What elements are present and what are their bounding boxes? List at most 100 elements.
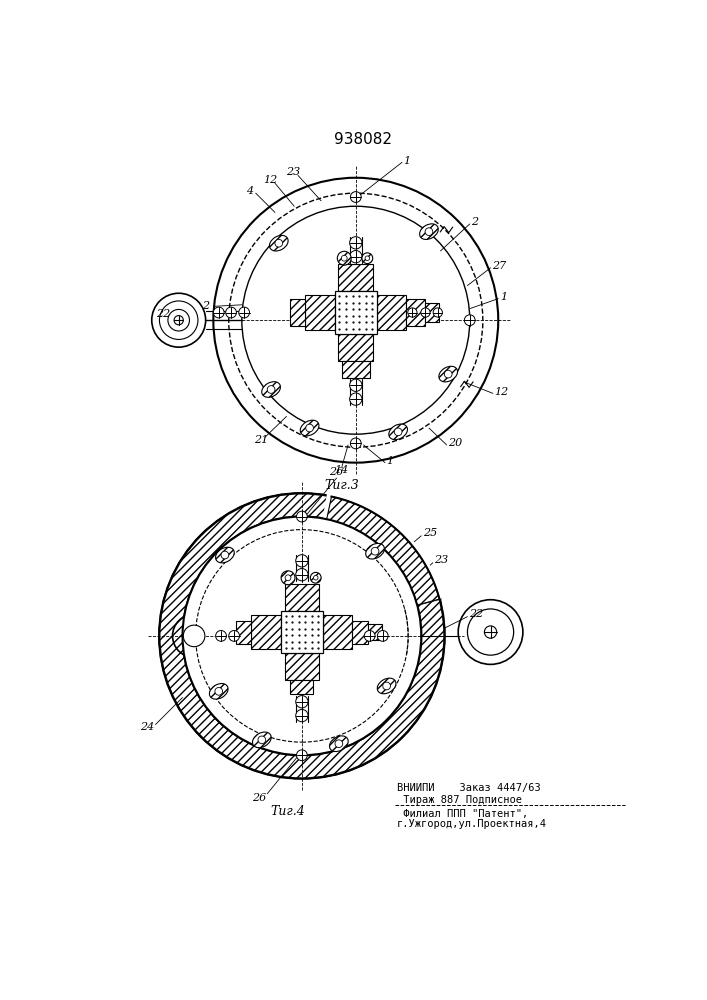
Circle shape	[433, 308, 443, 317]
Circle shape	[215, 687, 223, 695]
Circle shape	[350, 237, 362, 249]
Circle shape	[365, 256, 370, 260]
Text: 27: 27	[492, 261, 506, 271]
Bar	[236, 620, 252, 644]
Ellipse shape	[269, 235, 288, 251]
Text: 21: 21	[254, 435, 269, 445]
Circle shape	[173, 614, 216, 657]
Circle shape	[351, 192, 361, 202]
Circle shape	[160, 301, 198, 339]
Bar	[323, 615, 352, 649]
Text: 14: 14	[334, 465, 349, 475]
Circle shape	[229, 631, 240, 641]
Circle shape	[371, 547, 379, 555]
Circle shape	[296, 750, 308, 761]
Circle shape	[160, 493, 444, 778]
Text: 26: 26	[252, 793, 266, 803]
Wedge shape	[322, 492, 443, 605]
Text: 938082: 938082	[334, 132, 392, 147]
Circle shape	[350, 251, 362, 263]
Wedge shape	[327, 497, 440, 605]
Text: 2: 2	[472, 217, 479, 227]
Circle shape	[444, 370, 452, 378]
Text: Филиал ППП "Патент",: Филиал ППП "Патент",	[397, 809, 528, 819]
Bar	[352, 620, 368, 644]
Circle shape	[168, 309, 189, 331]
Circle shape	[310, 572, 321, 583]
Circle shape	[335, 740, 343, 748]
Ellipse shape	[439, 366, 457, 382]
Ellipse shape	[216, 547, 234, 563]
Text: г.Ужгород,ул.Проектная,4: г.Ужгород,ул.Проектная,4	[397, 819, 547, 829]
Text: 1: 1	[404, 156, 411, 166]
Circle shape	[296, 709, 308, 722]
Ellipse shape	[252, 732, 271, 748]
Text: ВНИИПИ    Заказ 4447/63: ВНИИПИ Заказ 4447/63	[397, 783, 540, 793]
Circle shape	[313, 576, 318, 580]
Bar	[290, 299, 305, 326]
Circle shape	[458, 600, 523, 664]
Circle shape	[275, 239, 283, 247]
Text: Τиг.3: Τиг.3	[325, 479, 359, 492]
Circle shape	[229, 193, 483, 447]
Circle shape	[337, 251, 351, 265]
Text: 20: 20	[448, 438, 462, 448]
Text: 25: 25	[423, 528, 437, 538]
Circle shape	[305, 424, 313, 432]
Ellipse shape	[209, 684, 228, 699]
Circle shape	[182, 517, 421, 755]
Circle shape	[464, 315, 475, 326]
Circle shape	[239, 307, 250, 318]
Text: Тираж 887 Подписное: Тираж 887 Подписное	[397, 795, 522, 805]
Bar	[334, 291, 377, 334]
Text: 23: 23	[434, 555, 448, 565]
Circle shape	[364, 631, 375, 641]
Circle shape	[382, 682, 390, 690]
Text: 4: 4	[246, 186, 253, 196]
Bar	[342, 361, 370, 378]
Ellipse shape	[378, 678, 396, 694]
Circle shape	[214, 307, 224, 318]
Circle shape	[350, 379, 362, 391]
Bar	[377, 295, 407, 330]
Bar	[291, 680, 313, 694]
Circle shape	[226, 307, 236, 318]
Text: 26: 26	[329, 467, 343, 477]
Text: 1: 1	[500, 292, 507, 302]
Ellipse shape	[262, 382, 281, 397]
Circle shape	[350, 393, 362, 405]
Bar	[426, 303, 439, 322]
Circle shape	[152, 293, 206, 347]
Bar	[368, 624, 382, 640]
Ellipse shape	[366, 543, 385, 559]
Circle shape	[362, 253, 373, 264]
Bar	[339, 334, 373, 361]
Circle shape	[351, 438, 361, 449]
Circle shape	[421, 308, 430, 317]
Circle shape	[216, 631, 226, 641]
Circle shape	[258, 736, 266, 744]
Bar	[407, 299, 426, 326]
Text: 1: 1	[387, 456, 394, 466]
Circle shape	[214, 178, 498, 463]
Circle shape	[395, 428, 402, 436]
Text: Τиг.4: Τиг.4	[271, 805, 305, 818]
Bar	[305, 295, 334, 330]
Ellipse shape	[389, 424, 407, 440]
Circle shape	[221, 551, 229, 559]
Bar	[281, 611, 323, 653]
Circle shape	[296, 555, 308, 567]
Bar	[285, 653, 319, 680]
Circle shape	[341, 255, 347, 261]
Circle shape	[296, 696, 308, 708]
Circle shape	[378, 631, 388, 641]
Ellipse shape	[329, 736, 348, 752]
Circle shape	[467, 609, 514, 655]
Circle shape	[484, 626, 497, 638]
Bar	[339, 264, 373, 291]
Circle shape	[296, 569, 308, 581]
Text: 22: 22	[469, 609, 483, 619]
Circle shape	[285, 575, 291, 581]
Circle shape	[296, 511, 308, 522]
Text: 12: 12	[494, 387, 508, 397]
